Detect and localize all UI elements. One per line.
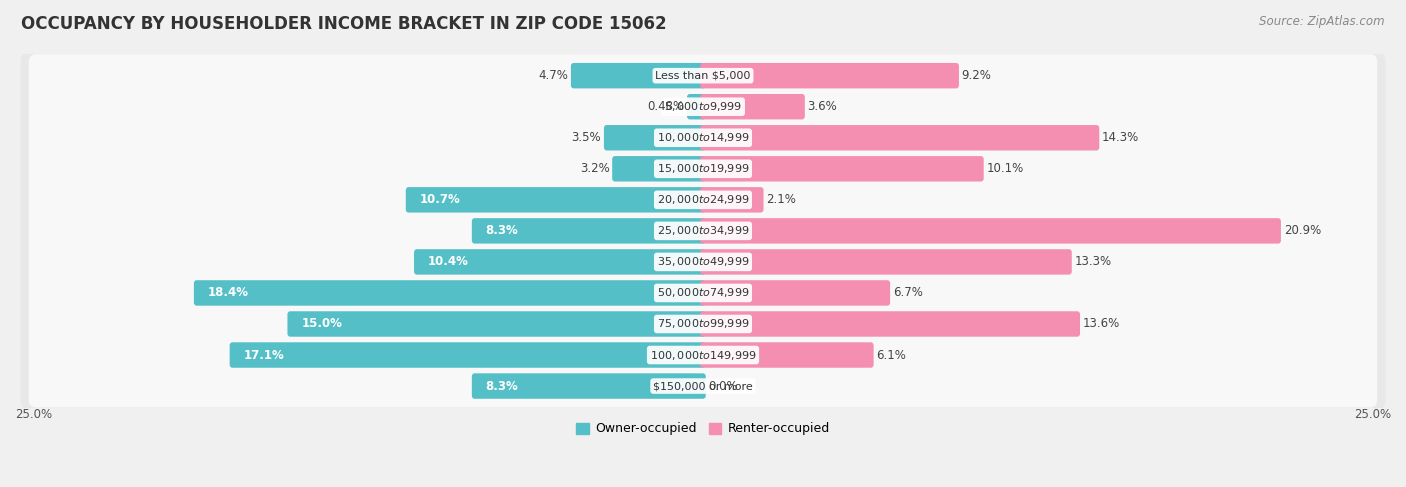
Text: 14.3%: 14.3% xyxy=(1102,131,1139,144)
Text: 3.6%: 3.6% xyxy=(807,100,838,113)
FancyBboxPatch shape xyxy=(612,156,706,182)
Text: $15,000 to $19,999: $15,000 to $19,999 xyxy=(657,162,749,175)
FancyBboxPatch shape xyxy=(28,148,1378,190)
FancyBboxPatch shape xyxy=(700,63,959,89)
Text: Source: ZipAtlas.com: Source: ZipAtlas.com xyxy=(1260,15,1385,28)
FancyBboxPatch shape xyxy=(688,94,706,119)
FancyBboxPatch shape xyxy=(21,207,1385,255)
FancyBboxPatch shape xyxy=(28,241,1378,283)
Text: $10,000 to $14,999: $10,000 to $14,999 xyxy=(657,131,749,144)
Text: 10.1%: 10.1% xyxy=(987,162,1024,175)
Text: $50,000 to $74,999: $50,000 to $74,999 xyxy=(657,286,749,300)
FancyBboxPatch shape xyxy=(21,269,1385,317)
FancyBboxPatch shape xyxy=(21,300,1385,348)
Text: 13.6%: 13.6% xyxy=(1083,318,1121,331)
Text: 2.1%: 2.1% xyxy=(766,193,796,206)
FancyBboxPatch shape xyxy=(28,365,1378,408)
FancyBboxPatch shape xyxy=(472,218,706,244)
Text: $75,000 to $99,999: $75,000 to $99,999 xyxy=(657,318,749,331)
Text: 9.2%: 9.2% xyxy=(962,69,991,82)
Text: 6.7%: 6.7% xyxy=(893,286,922,300)
FancyBboxPatch shape xyxy=(605,125,706,150)
FancyBboxPatch shape xyxy=(28,116,1378,159)
FancyBboxPatch shape xyxy=(406,187,706,212)
FancyBboxPatch shape xyxy=(21,145,1385,192)
Text: 18.4%: 18.4% xyxy=(208,286,249,300)
Text: 15.0%: 15.0% xyxy=(301,318,342,331)
Text: 17.1%: 17.1% xyxy=(243,349,284,361)
FancyBboxPatch shape xyxy=(21,238,1385,285)
FancyBboxPatch shape xyxy=(700,156,984,182)
FancyBboxPatch shape xyxy=(700,94,804,119)
Text: 4.7%: 4.7% xyxy=(538,69,568,82)
FancyBboxPatch shape xyxy=(700,280,890,306)
Text: $35,000 to $49,999: $35,000 to $49,999 xyxy=(657,255,749,268)
FancyBboxPatch shape xyxy=(194,280,706,306)
Text: 0.48%: 0.48% xyxy=(647,100,685,113)
FancyBboxPatch shape xyxy=(700,342,873,368)
FancyBboxPatch shape xyxy=(571,63,706,89)
FancyBboxPatch shape xyxy=(21,176,1385,224)
FancyBboxPatch shape xyxy=(21,52,1385,99)
FancyBboxPatch shape xyxy=(28,209,1378,252)
Text: $100,000 to $149,999: $100,000 to $149,999 xyxy=(650,349,756,361)
Text: $150,000 or more: $150,000 or more xyxy=(654,381,752,391)
FancyBboxPatch shape xyxy=(413,249,706,275)
Text: OCCUPANCY BY HOUSEHOLDER INCOME BRACKET IN ZIP CODE 15062: OCCUPANCY BY HOUSEHOLDER INCOME BRACKET … xyxy=(21,15,666,33)
FancyBboxPatch shape xyxy=(21,114,1385,161)
Text: 20.9%: 20.9% xyxy=(1284,225,1320,237)
Text: 6.1%: 6.1% xyxy=(876,349,907,361)
Text: $5,000 to $9,999: $5,000 to $9,999 xyxy=(664,100,742,113)
Text: 3.5%: 3.5% xyxy=(572,131,602,144)
FancyBboxPatch shape xyxy=(28,334,1378,376)
Text: 10.7%: 10.7% xyxy=(419,193,460,206)
Text: 0.0%: 0.0% xyxy=(709,379,738,393)
FancyBboxPatch shape xyxy=(700,125,1099,150)
Text: $20,000 to $24,999: $20,000 to $24,999 xyxy=(657,193,749,206)
Text: Less than $5,000: Less than $5,000 xyxy=(655,71,751,81)
Text: 3.2%: 3.2% xyxy=(579,162,609,175)
Legend: Owner-occupied, Renter-occupied: Owner-occupied, Renter-occupied xyxy=(571,417,835,440)
FancyBboxPatch shape xyxy=(28,178,1378,221)
Text: 8.3%: 8.3% xyxy=(485,225,519,237)
FancyBboxPatch shape xyxy=(700,218,1281,244)
FancyBboxPatch shape xyxy=(28,54,1378,97)
FancyBboxPatch shape xyxy=(229,342,706,368)
FancyBboxPatch shape xyxy=(700,311,1080,337)
FancyBboxPatch shape xyxy=(287,311,706,337)
Text: 25.0%: 25.0% xyxy=(1354,409,1391,421)
Text: 8.3%: 8.3% xyxy=(485,379,519,393)
FancyBboxPatch shape xyxy=(28,85,1378,128)
FancyBboxPatch shape xyxy=(28,272,1378,315)
FancyBboxPatch shape xyxy=(700,249,1071,275)
FancyBboxPatch shape xyxy=(21,332,1385,378)
FancyBboxPatch shape xyxy=(21,83,1385,131)
Text: 25.0%: 25.0% xyxy=(15,409,52,421)
FancyBboxPatch shape xyxy=(21,362,1385,410)
FancyBboxPatch shape xyxy=(700,187,763,212)
Text: 13.3%: 13.3% xyxy=(1074,255,1112,268)
Text: $25,000 to $34,999: $25,000 to $34,999 xyxy=(657,225,749,237)
Text: 10.4%: 10.4% xyxy=(427,255,468,268)
FancyBboxPatch shape xyxy=(28,302,1378,345)
FancyBboxPatch shape xyxy=(472,374,706,399)
